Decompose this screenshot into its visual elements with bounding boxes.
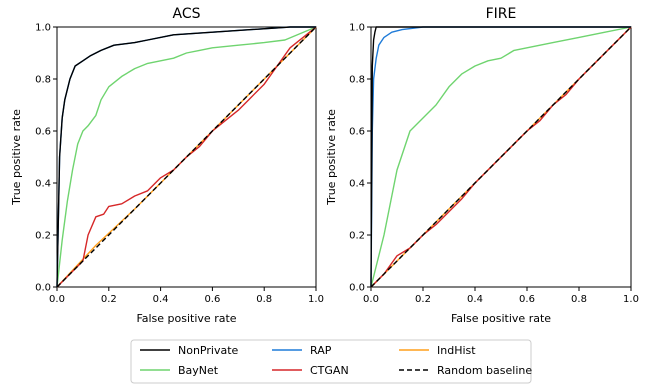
plot-frame — [56, 26, 317, 288]
x-tick-label: 0.0 — [49, 294, 65, 305]
series-line-rap — [370, 26, 631, 288]
y-tick-label: 0.0 — [35, 283, 51, 294]
series-line-baynet — [56, 26, 317, 288]
series-line-nonprivate — [56, 26, 316, 288]
panel-title: ACS — [173, 6, 201, 22]
x-tick-label: 0.6 — [204, 294, 220, 305]
y-tick-label: 0.4 — [349, 179, 365, 190]
legend-label: BayNet — [178, 364, 219, 377]
x-axis-label: False positive rate — [451, 312, 551, 325]
legend-label: RAP — [310, 344, 332, 357]
panel-title: FIRE — [486, 6, 517, 22]
legend-label: Random baseline — [437, 364, 532, 377]
series-line-random-baseline — [370, 26, 632, 288]
x-tick-label: 0.2 — [415, 294, 431, 305]
y-tick-label: 0.2 — [35, 231, 51, 242]
legend: NonPrivate RAP IndHist BayNet CTGAN Random ba… — [130, 339, 532, 384]
series-line-ctgan — [56, 26, 317, 288]
y-tick-label: 0.6 — [349, 127, 365, 138]
x-tick-label: 0.8 — [256, 294, 272, 305]
y-axis-label: True positive rate — [10, 109, 23, 206]
panel-acs: ACS False positive rate True positive ra… — [10, 6, 324, 325]
x-tick-label: 0.2 — [101, 294, 117, 305]
y-tick-label: 0.0 — [349, 283, 365, 294]
series-line-baynet — [370, 26, 632, 288]
y-tick-label: 0.8 — [35, 75, 51, 86]
legend-label: CTGAN — [310, 364, 349, 377]
x-tick-label: 0.0 — [363, 294, 379, 305]
x-tick-label: 1.0 — [308, 294, 324, 305]
x-tick-label: 0.6 — [519, 294, 535, 305]
y-tick-label: 1.0 — [35, 23, 51, 34]
panel-fire: FIRE False positive rate True positive r… — [325, 6, 639, 325]
x-tick-label: 0.8 — [571, 294, 587, 305]
x-tick-label: 1.0 — [623, 294, 639, 305]
y-tick-label: 0.6 — [35, 127, 51, 138]
x-tick-label: 0.4 — [153, 294, 169, 305]
y-tick-label: 0.8 — [349, 75, 365, 86]
y-tick-label: 0.4 — [35, 179, 51, 190]
x-axis-label: False positive rate — [136, 312, 236, 325]
y-axis-label: True positive rate — [325, 109, 338, 206]
legend-label: NonPrivate — [178, 344, 239, 357]
y-tick-label: 1.0 — [349, 23, 365, 34]
series-line-random-baseline — [56, 26, 317, 288]
legend-label: IndHist — [437, 344, 476, 357]
y-tick-label: 0.2 — [349, 231, 365, 242]
x-tick-label: 0.4 — [467, 294, 483, 305]
legend-frame — [130, 339, 532, 384]
series-line-nonprivate — [370, 26, 631, 288]
